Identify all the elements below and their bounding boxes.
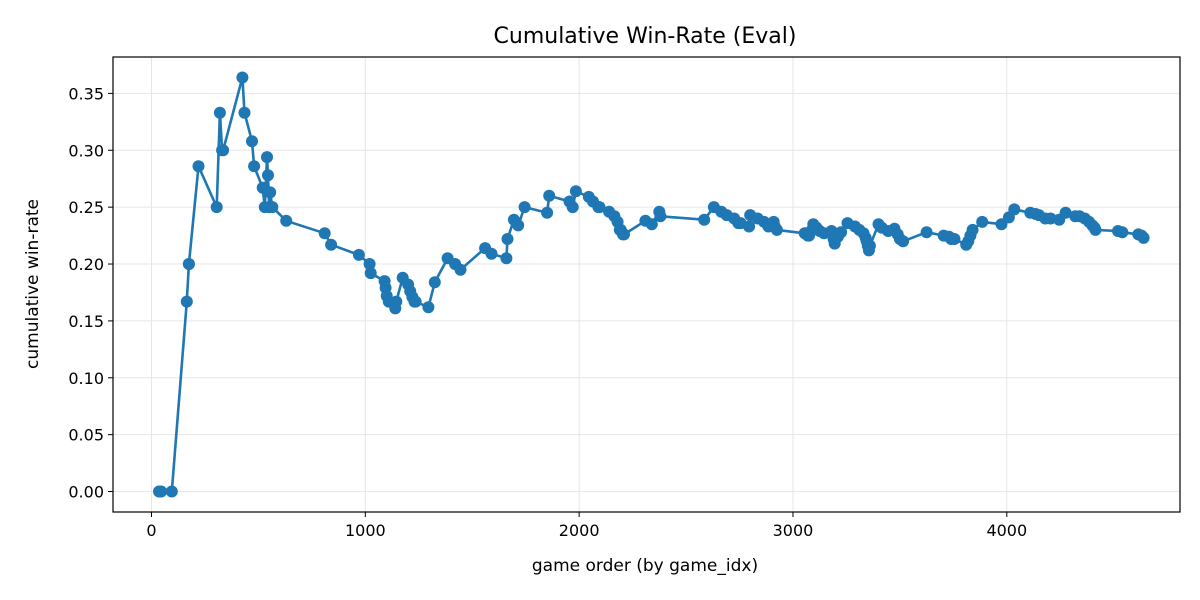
plot-frame bbox=[112, 56, 1181, 513]
y-tick-label: 0.30 bbox=[68, 141, 104, 160]
y-tick-label: 0.25 bbox=[68, 198, 104, 217]
data-point bbox=[541, 206, 554, 219]
y-tick-label: 0.00 bbox=[68, 483, 104, 502]
data-point bbox=[485, 247, 498, 260]
data-point bbox=[213, 106, 226, 119]
data-point bbox=[645, 218, 658, 231]
data-point bbox=[422, 301, 435, 314]
data-point bbox=[1089, 223, 1102, 236]
data-point bbox=[835, 226, 848, 239]
data-point bbox=[976, 215, 989, 228]
data-point bbox=[210, 201, 223, 214]
data-point bbox=[246, 135, 258, 148]
data-point bbox=[897, 235, 910, 248]
x-tick-label: 1000 bbox=[345, 521, 386, 540]
x-axis-label: game order (by game_idx) bbox=[532, 556, 758, 576]
data-point bbox=[236, 71, 249, 84]
data-point bbox=[618, 228, 630, 241]
data-point bbox=[238, 106, 251, 119]
data-point bbox=[770, 223, 783, 236]
data-point bbox=[966, 223, 979, 236]
x-axis: 0 1000 2000 3000 4000 bbox=[146, 512, 1027, 540]
data-point bbox=[501, 233, 514, 245]
data-point bbox=[1137, 231, 1150, 244]
data-point bbox=[155, 485, 168, 498]
data-point bbox=[698, 213, 711, 226]
data-point bbox=[165, 485, 178, 498]
data-point bbox=[654, 210, 667, 223]
y-tick-label: 0.05 bbox=[68, 426, 104, 445]
x-tick-label: 3000 bbox=[773, 521, 814, 540]
data-point bbox=[948, 233, 961, 245]
data-point bbox=[1116, 226, 1129, 239]
data-point bbox=[192, 160, 205, 173]
chart-title: Cumulative Win-Rate (Eval) bbox=[494, 24, 797, 49]
data-point bbox=[262, 169, 274, 182]
y-tick-label: 0.15 bbox=[68, 312, 104, 331]
data-point bbox=[280, 214, 293, 227]
data-point bbox=[863, 239, 876, 252]
data-point bbox=[364, 267, 377, 280]
data-point bbox=[409, 295, 422, 308]
data-point bbox=[261, 151, 273, 164]
grid bbox=[113, 57, 1180, 512]
y-axis: 0.00 0.05 0.10 0.15 0.20 0.25 0.30 0.35 bbox=[68, 84, 113, 502]
data-point bbox=[454, 263, 467, 276]
data-point bbox=[248, 160, 261, 173]
data-point bbox=[543, 189, 556, 202]
data-point bbox=[264, 186, 277, 199]
plot-area bbox=[153, 71, 1150, 498]
data-point bbox=[1059, 206, 1072, 219]
x-tick-label: 2000 bbox=[559, 521, 600, 540]
data-point bbox=[518, 201, 531, 214]
data-point bbox=[500, 252, 513, 265]
x-tick-label: 4000 bbox=[986, 521, 1027, 540]
data-point bbox=[566, 201, 579, 214]
data-point bbox=[428, 276, 441, 289]
x-tick-label: 0 bbox=[146, 521, 156, 540]
data-point bbox=[182, 258, 195, 270]
data-point bbox=[352, 248, 365, 261]
data-point bbox=[318, 227, 331, 240]
data-point bbox=[363, 258, 376, 270]
data-point bbox=[569, 185, 582, 198]
data-point bbox=[266, 201, 279, 214]
data-point bbox=[390, 295, 403, 308]
data-point bbox=[1008, 203, 1021, 216]
y-axis-label: cumulative win-rate bbox=[23, 199, 43, 369]
data-point bbox=[512, 219, 525, 232]
data-point bbox=[920, 226, 933, 239]
data-point bbox=[593, 201, 606, 214]
y-tick-label: 0.20 bbox=[68, 255, 104, 274]
y-tick-label: 0.10 bbox=[68, 369, 104, 388]
y-tick-label: 0.35 bbox=[68, 84, 104, 103]
data-point bbox=[743, 220, 756, 233]
data-point bbox=[180, 295, 193, 308]
data-point bbox=[325, 238, 338, 251]
data-point bbox=[217, 144, 230, 157]
